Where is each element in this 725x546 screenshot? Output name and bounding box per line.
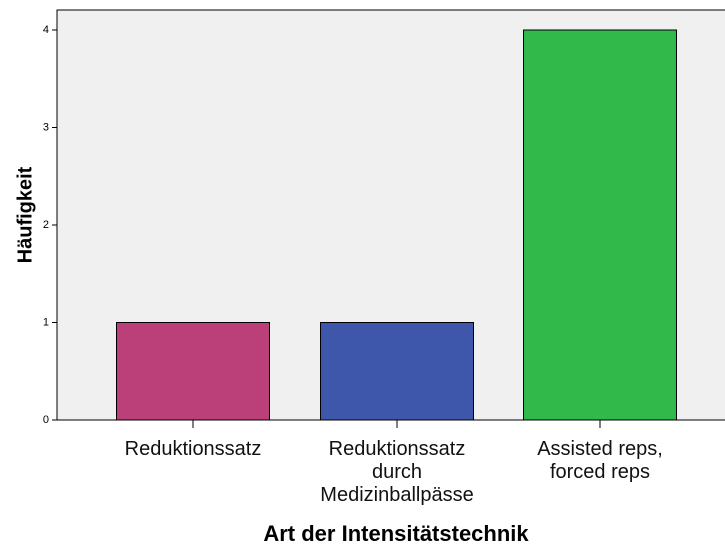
y-tick-label: 0 (43, 414, 49, 426)
y-tick-label: 4 (43, 24, 49, 36)
bar (116, 322, 270, 421)
x-axis-title: Art der Intensitätstechnik (263, 521, 529, 546)
y-tick-label: 1 (43, 316, 49, 328)
y-tick-label: 3 (43, 121, 49, 133)
x-tick-label: Assisted reps, forced reps (537, 438, 663, 483)
x-tick-label: Reduktionssatz durch Medizinballpässe (320, 438, 474, 506)
bar (523, 29, 677, 421)
y-axis-title: Häufigkeit (14, 166, 36, 263)
axis-frame (56, 9, 725, 421)
x-tick-label: Reduktionssatz (124, 438, 262, 460)
bar (320, 322, 474, 421)
y-tick-label: 2 (43, 219, 49, 231)
